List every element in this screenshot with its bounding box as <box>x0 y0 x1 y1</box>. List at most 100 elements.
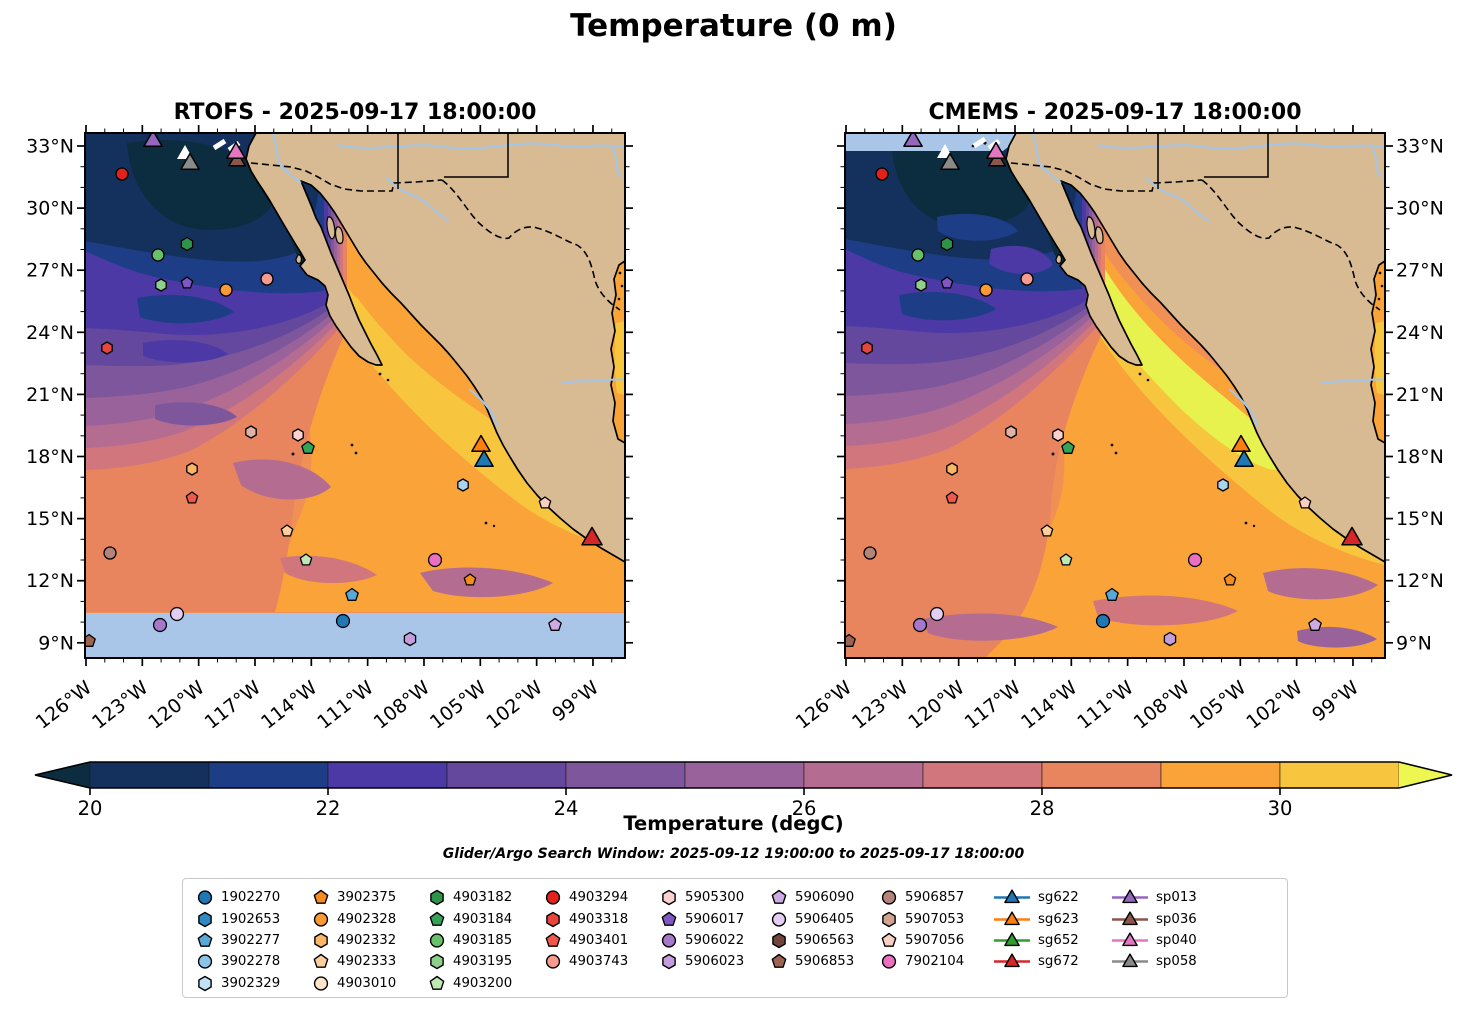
legend-item-5906853: 5906853 <box>769 951 879 972</box>
legend-column-1: 1902270 1902653 3902277 3902278 3902329 <box>195 887 311 994</box>
legend-item-4903010: 4903010 <box>311 973 427 994</box>
marker-sp058 <box>180 152 200 171</box>
marker-sg622 <box>474 449 494 468</box>
svg-text:123°W: 123°W <box>848 676 913 733</box>
svg-text:105°W: 105°W <box>1186 676 1251 733</box>
float-marker-icon <box>430 954 444 970</box>
marker-sg672 <box>581 526 603 546</box>
marker-sg623 <box>471 434 491 453</box>
colorbar-segment <box>208 761 329 789</box>
marker-3902329 <box>457 478 469 492</box>
legend-item-sg623: sg623 <box>992 908 1110 929</box>
legend-item-4903195: 4903195 <box>427 951 543 972</box>
marker-4903294 <box>875 167 889 181</box>
axis-ticks <box>837 125 1393 666</box>
legend-label: sg672 <box>1038 954 1079 970</box>
svg-text:114°W: 114°W <box>1017 676 1082 733</box>
float-marker-icon <box>661 933 677 948</box>
legend-label: 3902277 <box>221 932 281 948</box>
legend-item-3902375: 3902375 <box>311 887 427 908</box>
marker-4903195 <box>155 278 167 292</box>
svg-text:21°N: 21°N <box>1396 384 1444 406</box>
legend-column-4: 4903294 4903318 4903401 4903743 <box>543 887 659 994</box>
marker-5907056 <box>538 496 552 509</box>
marker-5906405 <box>929 606 945 622</box>
legend-label: 4903200 <box>453 975 513 991</box>
svg-text:30°N: 30°N <box>1396 198 1444 220</box>
float-marker-icon <box>881 954 897 969</box>
colorbar-segment <box>565 761 686 789</box>
legend-column-7: 5906857 5907053 5907056 7902104 <box>879 887 992 994</box>
svg-text:102°W: 102°W <box>1242 676 1307 733</box>
svg-text:123°W: 123°W <box>88 676 153 733</box>
colorbar-segment <box>327 761 448 789</box>
marker-4902328 <box>219 283 233 297</box>
legend-label: 4902333 <box>337 954 397 970</box>
marker-5906405 <box>169 606 185 622</box>
marker-sg672 <box>1341 526 1363 546</box>
legend-label: 4903010 <box>337 975 397 991</box>
legend-item-5906405: 5906405 <box>769 908 879 929</box>
map-panel-rtofs: 126°W123°W120°W117°W114°W111°W108°W105°W… <box>26 125 633 734</box>
legend-label: 4903318 <box>569 911 629 927</box>
marker-1902270 <box>335 613 351 629</box>
svg-text:117°W: 117°W <box>201 676 266 733</box>
marker-5906022 <box>152 617 168 633</box>
marker-4902333 <box>280 524 294 537</box>
float-marker-icon <box>881 932 897 947</box>
float-marker-icon <box>429 911 445 926</box>
float-marker-icon <box>314 932 328 949</box>
legend-column-6: 5906090 5906405 5906563 5906853 <box>769 887 879 994</box>
marker-sg622 <box>1234 449 1254 468</box>
float-marker-icon <box>313 976 329 991</box>
legend-label: sg623 <box>1038 911 1079 927</box>
legend-label: sg622 <box>1038 890 1079 906</box>
colorbar-segment <box>1160 761 1281 789</box>
svg-text:21°N: 21°N <box>26 384 74 406</box>
colorbar-segment <box>922 761 1043 789</box>
svg-text:24°N: 24°N <box>1396 322 1444 344</box>
marker-4903318 <box>101 341 113 355</box>
marker-5906853 <box>845 633 856 647</box>
legend-label: 3902329 <box>221 975 281 991</box>
float-marker-icon <box>662 954 676 970</box>
map-frame <box>84 132 626 659</box>
marker-4903401 <box>185 491 199 504</box>
marker-5906017 <box>180 276 194 289</box>
svg-text:117°W: 117°W <box>961 676 1026 733</box>
marker-5906857 <box>863 546 877 560</box>
svg-text:12°N: 12°N <box>1396 570 1444 592</box>
legend-item-sp036: sp036 <box>1110 908 1206 929</box>
marker-4903200 <box>299 553 313 566</box>
float-marker-icon <box>429 975 445 990</box>
float-marker-icon <box>545 954 561 969</box>
legend-item-5906017: 5906017 <box>659 908 769 929</box>
colorbar-tick-label: 30 <box>1268 797 1293 820</box>
legend-label: 4902328 <box>337 911 397 927</box>
legend-item-4903318: 4903318 <box>543 908 659 929</box>
legend-item-4903294: 4903294 <box>543 887 659 908</box>
marker-4903195 <box>915 278 927 292</box>
glider-marker-icon <box>1112 932 1148 947</box>
legend-label: 7902104 <box>905 954 965 970</box>
panel-title-rtofs: RTOFS - 2025-09-17 18:00:00 <box>173 100 537 125</box>
legend-label: 5906853 <box>795 954 855 970</box>
legend-label: 3902375 <box>337 890 397 906</box>
svg-text:108°W: 108°W <box>1130 676 1195 733</box>
legend-label: 1902653 <box>221 911 281 927</box>
float-marker-icon <box>771 954 787 969</box>
legend-label: 5905300 <box>685 890 745 906</box>
legend-label: sp036 <box>1156 911 1197 927</box>
colorbar-tick-label: 20 <box>78 797 103 820</box>
marker-5906090 <box>1308 617 1322 631</box>
legend-item-1902653: 1902653 <box>195 908 311 929</box>
float-marker-icon <box>313 954 329 969</box>
legend-item-5906857: 5906857 <box>879 887 992 908</box>
marker-5906023 <box>403 631 417 647</box>
marker-4903182 <box>940 236 954 252</box>
marker-4903182 <box>180 236 194 252</box>
float-marker-icon <box>197 890 213 905</box>
float-marker-icon <box>197 932 213 947</box>
marker-3902329 <box>1217 478 1229 492</box>
legend-label: 4903743 <box>569 954 629 970</box>
